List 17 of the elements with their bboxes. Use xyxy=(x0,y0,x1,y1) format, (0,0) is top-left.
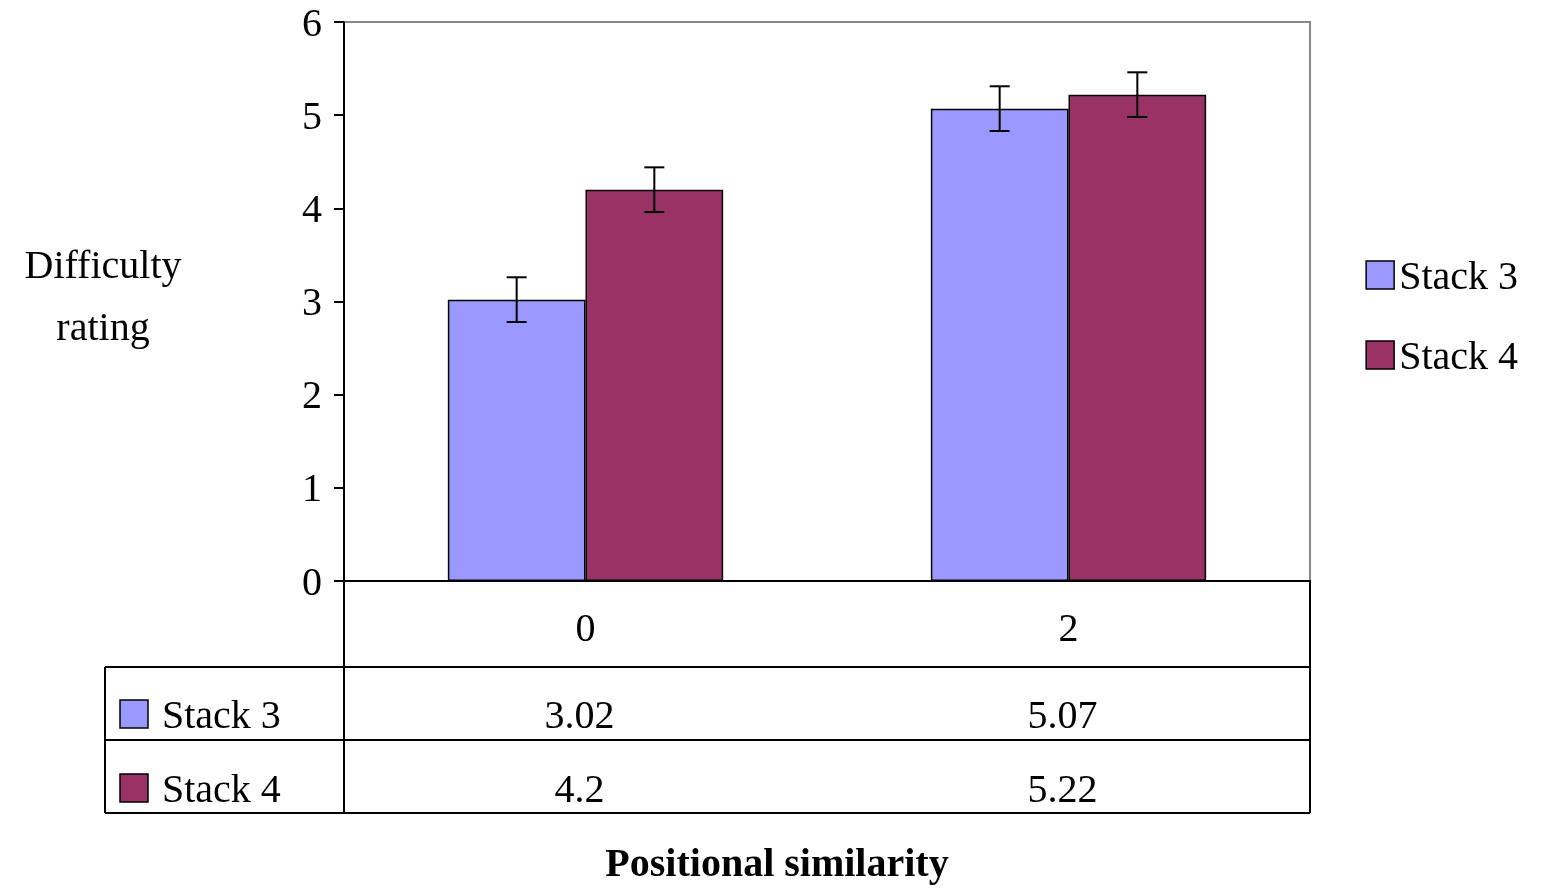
y-tick-label: 4 xyxy=(302,185,322,231)
y-tick-label: 3 xyxy=(302,279,322,324)
legend-label: Stack 3 xyxy=(162,691,281,737)
y-tick-label: 0 xyxy=(302,558,322,604)
data-label: 5.22 xyxy=(1027,765,1098,811)
x-axis-title: Positional similarity xyxy=(605,839,949,885)
y-tick-label: 6 xyxy=(302,0,322,45)
data-label: 4.2 xyxy=(554,765,605,811)
text: Stack 4 xyxy=(162,765,281,811)
legend-label: Stack 4 xyxy=(1399,332,1519,378)
y-axis-title: Difficulty rating xyxy=(24,241,182,349)
data-label: 5.07 xyxy=(1027,691,1098,737)
y-tick-label: 1 xyxy=(302,465,322,511)
data-label: 3.02 xyxy=(544,691,615,737)
y-tick-label: 2 xyxy=(302,372,322,418)
y-tick-label: 5 xyxy=(302,92,322,138)
text: Stack 3 xyxy=(1399,252,1519,298)
